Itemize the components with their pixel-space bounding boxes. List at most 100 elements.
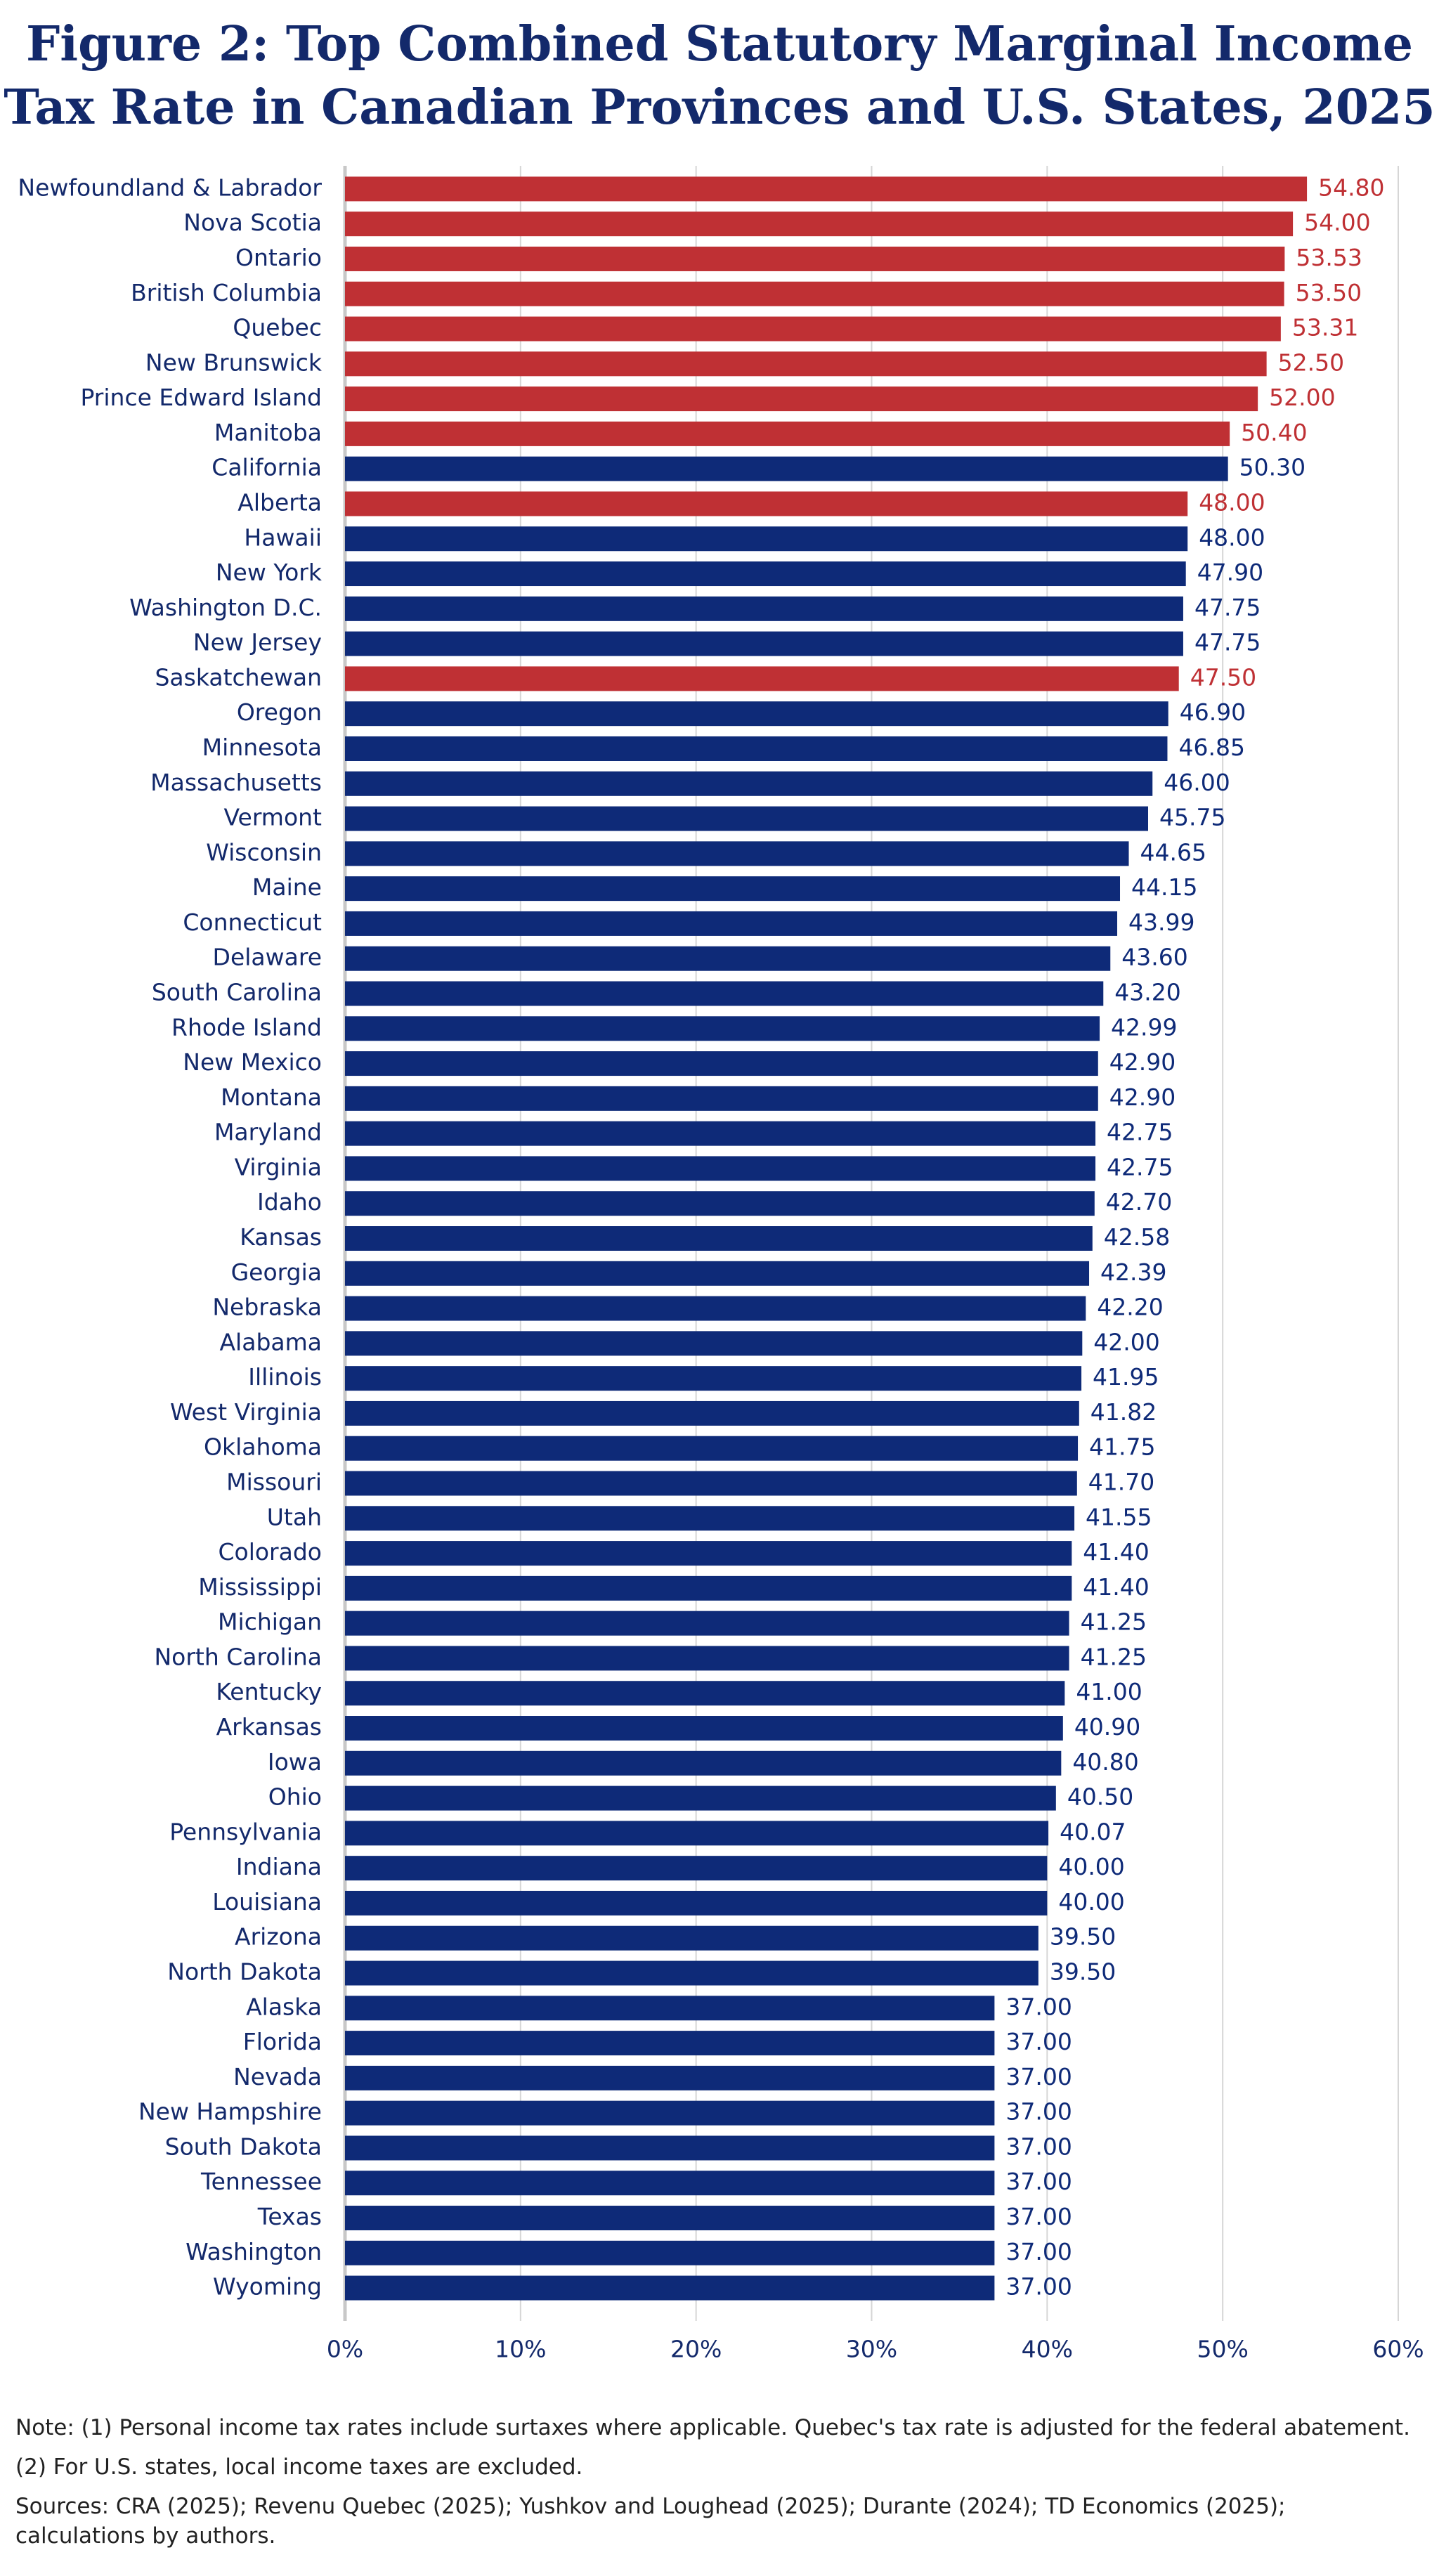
y-tick-label: British Columbia	[131, 279, 322, 306]
y-tick-label: Pennsylvania	[169, 1818, 322, 1845]
bar	[345, 2275, 995, 2301]
bar	[345, 806, 1148, 831]
y-tick-label: Texas	[257, 2203, 322, 2230]
value-label: 48.00	[1199, 488, 1265, 516]
bar	[345, 1925, 1038, 1951]
bar	[345, 1016, 1100, 1041]
bar	[345, 1366, 1082, 1391]
value-label: 41.25	[1081, 1643, 1147, 1670]
y-tick-label: Nevada	[233, 2063, 322, 2090]
y-tick-label: Missouri	[226, 1469, 322, 1496]
y-tick-label: Alaska	[246, 1993, 322, 2020]
value-label: 43.60	[1121, 944, 1187, 971]
y-tick-label: Rhode Island	[171, 1013, 322, 1041]
value-label: 45.75	[1159, 804, 1225, 831]
bar	[345, 1400, 1079, 1426]
value-label: 37.00	[1005, 2273, 1072, 2301]
value-label: 53.53	[1296, 244, 1362, 271]
y-tick-label: Minnesota	[202, 734, 322, 761]
value-label: 41.82	[1090, 1398, 1157, 1426]
bar	[345, 561, 1186, 587]
bar	[345, 316, 1281, 341]
value-label: 47.50	[1190, 663, 1256, 691]
y-tick-label: California	[211, 454, 322, 481]
value-label: 40.00	[1058, 1888, 1124, 1915]
bar	[345, 246, 1285, 271]
bar	[345, 1890, 1048, 1915]
y-tick-label: Indiana	[236, 1853, 322, 1880]
value-label: 47.75	[1194, 629, 1261, 656]
value-label: 46.00	[1164, 769, 1230, 796]
value-label: 42.58	[1104, 1223, 1170, 1251]
value-label: 37.00	[1005, 2203, 1072, 2230]
y-tick-label: Wyoming	[213, 2273, 322, 2301]
value-label: 52.00	[1269, 384, 1335, 411]
value-label: 42.20	[1097, 1294, 1163, 1321]
value-label: 54.80	[1318, 174, 1384, 201]
y-tick-label: Kentucky	[216, 1678, 322, 1705]
y-tick-label: Michigan	[218, 1608, 322, 1636]
y-tick-label: Alberta	[237, 488, 322, 516]
y-tick-label: Quebec	[233, 314, 322, 341]
value-label: 37.00	[1005, 1993, 1072, 2020]
y-tick-label: Delaware	[213, 944, 322, 971]
value-label: 42.75	[1107, 1119, 1173, 1146]
value-label: 42.70	[1106, 1188, 1172, 1216]
bar	[345, 1191, 1095, 1216]
value-label: 41.25	[1081, 1608, 1147, 1636]
y-tick-label: Wisconsin	[206, 838, 322, 866]
y-tick-label: Maine	[252, 873, 322, 901]
y-tick-label: Prince Edward Island	[80, 384, 322, 411]
bar	[345, 1471, 1077, 1496]
y-tick-label: Saskatchewan	[155, 663, 322, 691]
bar	[345, 1960, 1038, 1986]
bar	[345, 1331, 1083, 1356]
y-tick-label: Mississippi	[198, 1573, 322, 1601]
bar	[345, 771, 1153, 796]
bar	[345, 2100, 995, 2126]
y-tick-label: South Carolina	[152, 978, 322, 1006]
bar	[345, 1051, 1098, 1076]
value-label: 47.90	[1197, 559, 1263, 586]
value-label: 40.50	[1067, 1783, 1133, 1811]
y-tick-label: New York	[216, 559, 323, 586]
y-tick-label: South Dakota	[165, 2133, 322, 2160]
value-label: 50.40	[1241, 419, 1307, 446]
note: (2) For U.S. states, local income taxes …	[15, 2454, 583, 2480]
value-label: 41.75	[1089, 1433, 1155, 1461]
bar	[345, 1611, 1069, 1636]
bar	[345, 701, 1168, 727]
bar	[345, 456, 1228, 481]
y-tick-label: Washington D.C.	[129, 594, 322, 621]
y-tick-label: Iowa	[268, 1748, 322, 1776]
value-label: 41.40	[1083, 1538, 1149, 1566]
y-tick-label: Colorado	[218, 1538, 322, 1566]
bar	[345, 1086, 1098, 1111]
x-tick-label: 60%	[1372, 2336, 1424, 2363]
y-tick-label: Hawaii	[244, 523, 322, 551]
note: Note: (1) Personal income tax rates incl…	[15, 2415, 1410, 2440]
x-tick-label: 10%	[495, 2336, 546, 2363]
value-label: 39.50	[1050, 1958, 1116, 1986]
value-label: 37.00	[1005, 2028, 1072, 2055]
y-tick-label: Arkansas	[216, 1713, 322, 1741]
y-tick-label: North Dakota	[167, 1958, 322, 1986]
x-tick-label: 30%	[846, 2336, 897, 2363]
value-label: 46.85	[1178, 734, 1244, 761]
y-tick-label: Maryland	[214, 1119, 322, 1146]
bar	[345, 526, 1188, 552]
value-label: 42.00	[1093, 1328, 1159, 1355]
bar	[345, 1226, 1093, 1251]
bar	[345, 666, 1179, 691]
value-label: 37.00	[1005, 2063, 1072, 2090]
bar	[345, 2206, 995, 2231]
y-tick-label: Massachusetts	[150, 769, 322, 796]
bar	[345, 2135, 995, 2161]
x-tick-label: 20%	[670, 2336, 722, 2363]
value-label: 43.99	[1128, 909, 1194, 936]
bar	[345, 386, 1258, 412]
value-label: 54.00	[1304, 209, 1370, 236]
bar	[345, 212, 1294, 237]
value-label: 37.00	[1005, 2238, 1072, 2265]
value-label: 48.00	[1199, 523, 1265, 551]
